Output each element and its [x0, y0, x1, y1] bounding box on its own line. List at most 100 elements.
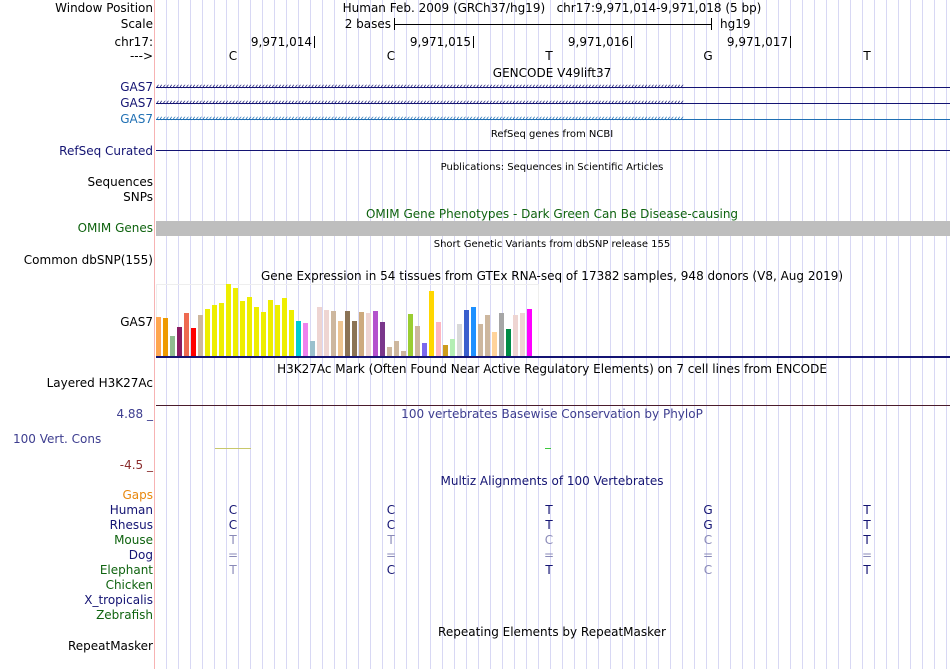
gtex-tissue-bar[interactable]	[450, 338, 455, 356]
aligned-base: C	[703, 533, 713, 547]
gtex-tissue-bar[interactable]	[338, 320, 343, 356]
gtex-tissue-bar[interactable]	[408, 314, 413, 356]
scale-text: 2 bases	[344, 17, 391, 31]
gtex-tissue-bar[interactable]	[415, 325, 420, 356]
gtex-tissue-bar[interactable]	[170, 335, 175, 356]
gtex-tissue-bar[interactable]	[212, 304, 217, 356]
gtex-tissue-bar[interactable]	[282, 297, 287, 356]
snps-label[interactable]: SNPs	[123, 190, 153, 204]
gtex-tissue-bar[interactable]	[275, 304, 280, 356]
refseq-curated-label[interactable]: RefSeq Curated	[59, 144, 153, 158]
aligned-base: C	[544, 533, 554, 547]
h3k27ac-label[interactable]: Layered H3K27Ac	[46, 376, 153, 390]
omim-gene-bar[interactable]	[156, 221, 950, 236]
gtex-tissue-bar[interactable]	[233, 288, 238, 356]
aligned-base: C	[386, 518, 396, 532]
gene-gas7-track[interactable]: ‹‹‹‹‹‹‹‹‹‹‹‹‹‹‹‹‹‹‹‹‹‹‹‹‹‹‹‹‹‹‹‹‹‹‹‹‹‹‹‹…	[156, 115, 950, 123]
gtex-tissue-bar[interactable]	[366, 312, 371, 356]
coordinate-label: 9,971,017	[726, 35, 788, 49]
gtex-tissue-bar[interactable]	[478, 324, 483, 356]
species-label[interactable]: Rhesus	[109, 518, 153, 532]
strand-arrows-icon: ‹‹‹‹‹‹‹‹‹‹‹‹‹‹‹‹‹‹‹‹‹‹‹‹‹‹‹‹‹‹‹‹‹‹‹‹‹‹‹‹…	[156, 83, 684, 91]
gtex-tissue-bar[interactable]	[443, 345, 448, 356]
gtex-tissue-bar[interactable]	[198, 314, 203, 356]
gtex-tissue-bar[interactable]	[345, 310, 350, 356]
species-label[interactable]: X_tropicalis	[84, 593, 153, 607]
gene-label-gas7[interactable]: GAS7	[120, 96, 153, 110]
gtex-tissue-bar[interactable]	[457, 324, 462, 356]
reference-base: G	[703, 49, 713, 63]
gtex-tissue-bar[interactable]	[331, 310, 336, 356]
refseq-curated-line[interactable]	[156, 150, 950, 151]
repeat-title: Repeating Elements by RepeatMasker	[438, 625, 666, 639]
gene-gas7-track[interactable]: ‹‹‹‹‹‹‹‹‹‹‹‹‹‹‹‹‹‹‹‹‹‹‹‹‹‹‹‹‹‹‹‹‹‹‹‹‹‹‹‹…	[156, 83, 950, 91]
gtex-tissue-bar[interactable]	[177, 327, 182, 356]
omim-genes-label[interactable]: OMIM Genes	[77, 221, 153, 235]
gtex-tissue-bar[interactable]	[387, 346, 392, 356]
gtex-gene-label[interactable]: GAS7	[120, 315, 153, 329]
gtex-tissue-bar[interactable]	[310, 340, 315, 356]
aligned-base: C	[386, 563, 396, 577]
gtex-tissue-bar[interactable]	[205, 309, 210, 356]
gene-label-gas7[interactable]: GAS7	[120, 80, 153, 94]
gtex-tissue-bar[interactable]	[422, 343, 427, 356]
species-label[interactable]: Human	[109, 503, 153, 517]
coordinate-tick	[473, 36, 474, 48]
gtex-tissue-bar[interactable]	[289, 309, 294, 356]
gtex-tissue-bar[interactable]	[191, 327, 196, 356]
gtex-tissue-bar[interactable]	[324, 309, 329, 356]
gtex-tissue-bar[interactable]	[247, 296, 252, 356]
gtex-tissue-bar[interactable]	[296, 320, 301, 356]
gtex-tissue-bar[interactable]	[303, 322, 308, 356]
species-label[interactable]: Elephant	[99, 563, 153, 577]
common-dbsnp-label[interactable]: Common dbSNP(155)	[23, 253, 153, 267]
coordinate-label: 9,971,016	[567, 35, 629, 49]
gtex-tissue-bar[interactable]	[485, 314, 490, 356]
gtex-tissue-bar[interactable]	[520, 312, 525, 356]
species-label[interactable]: Mouse	[114, 533, 153, 547]
refseq-title: RefSeq genes from NCBI	[490, 129, 614, 140]
reference-base: C	[228, 49, 238, 63]
gtex-tissue-bar[interactable]	[352, 320, 357, 356]
strand-arrows-icon: ‹‹‹‹‹‹‹‹‹‹‹‹‹‹‹‹‹‹‹‹‹‹‹‹‹‹‹‹‹‹‹‹‹‹‹‹‹‹‹‹…	[156, 99, 684, 107]
gtex-title: Gene Expression in 54 tissues from GTEx …	[260, 269, 844, 283]
gtex-tissue-bar[interactable]	[163, 317, 168, 356]
gtex-tissue-bar[interactable]	[464, 309, 469, 356]
repeatmasker-label[interactable]: RepeatMasker	[67, 639, 153, 653]
species-label[interactable]: Zebrafish	[96, 608, 153, 622]
multiz-title: Multiz Alignments of 100 Vertebrates	[440, 474, 664, 488]
gtex-tissue-bar[interactable]	[156, 317, 161, 356]
gtex-tissue-bar[interactable]	[471, 307, 476, 356]
gtex-tissue-bar[interactable]	[436, 322, 441, 356]
gtex-tissue-bar[interactable]	[373, 310, 378, 356]
gtex-tissue-bar[interactable]	[261, 312, 266, 356]
gaps-label[interactable]: Gaps	[122, 488, 153, 502]
gtex-tissue-bar[interactable]	[401, 350, 406, 356]
gtex-tissue-bar[interactable]	[527, 309, 532, 356]
gtex-tissue-bar[interactable]	[492, 332, 497, 356]
gtex-tissue-bar[interactable]	[429, 291, 434, 356]
gtex-gene-line[interactable]	[156, 356, 950, 358]
aligned-base: T	[863, 533, 871, 547]
aligned-base: C	[228, 518, 238, 532]
gtex-tissue-bar[interactable]	[254, 307, 259, 356]
gtex-tissue-bar[interactable]	[219, 302, 224, 356]
gtex-tissue-bar[interactable]	[506, 328, 511, 356]
gene-gas7-track[interactable]: ‹‹‹‹‹‹‹‹‹‹‹‹‹‹‹‹‹‹‹‹‹‹‹‹‹‹‹‹‹‹‹‹‹‹‹‹‹‹‹‹…	[156, 99, 950, 107]
gtex-tissue-bar[interactable]	[184, 312, 189, 356]
vert-cons-label[interactable]: 100 Vert. Cons	[13, 432, 102, 446]
gtex-tissue-bar[interactable]	[240, 301, 245, 356]
gtex-tissue-bar[interactable]	[394, 340, 399, 356]
gtex-tissue-bar[interactable]	[359, 312, 364, 356]
label-divider	[154, 0, 155, 669]
gtex-tissue-bar[interactable]	[499, 312, 504, 356]
gtex-tissue-bar[interactable]	[268, 299, 273, 356]
gtex-tissue-bar[interactable]	[513, 314, 518, 356]
sequences-label[interactable]: Sequences	[87, 175, 153, 189]
species-label[interactable]: Dog	[128, 548, 153, 562]
gtex-tissue-bar[interactable]	[226, 284, 231, 356]
gtex-tissue-bar[interactable]	[317, 307, 322, 356]
gene-label-gas7[interactable]: GAS7	[120, 112, 153, 126]
gtex-tissue-bar[interactable]	[380, 322, 385, 356]
species-label[interactable]: Chicken	[105, 578, 153, 592]
